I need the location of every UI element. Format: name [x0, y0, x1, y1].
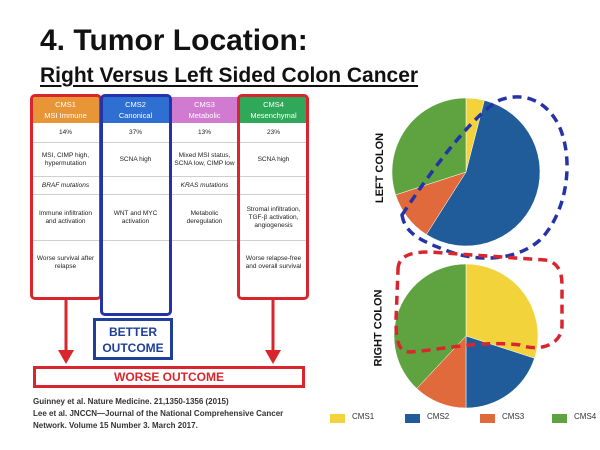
slide-subtitle: Right Versus Left Sided Colon Cancer	[40, 64, 419, 87]
right-pie-slice-cms2	[465, 335, 535, 409]
right-pie-slice-cms1	[465, 263, 539, 359]
cms3-percent: 13%	[171, 123, 238, 143]
cms3-pathway: Metabolic deregulation	[171, 195, 238, 241]
legend-swatch-cms1	[330, 414, 345, 423]
citation-line-2: Lee et al. JNCCN—Journal of the National…	[33, 409, 284, 418]
cms1-pathway: Immune infiltration and activation	[32, 195, 99, 241]
legend-label-cms1: CMS1	[352, 412, 375, 421]
cms3-subname: Metabolic	[188, 111, 221, 120]
cms-subtype-table: CMS1 MSI Immune 14% MSI, CIMP high, hype…	[30, 97, 308, 297]
legend-label-cms2: CMS2	[427, 412, 450, 421]
cms1-subname: MSI Immune	[44, 111, 87, 120]
left-colon-pie	[391, 97, 541, 247]
cms4-pathway: Stromal infiltration, TGF-β activation, …	[240, 195, 307, 241]
cms4-features: SCNA high	[240, 143, 307, 177]
cms4-mutation	[240, 177, 307, 195]
right-pie-slice-cms4	[393, 263, 467, 389]
cms1-header: CMS1 MSI Immune	[32, 97, 99, 123]
cms3-name: CMS3	[194, 100, 215, 109]
cms4-highlight-frame	[237, 94, 309, 300]
legend-label-cms4: CMS4	[574, 412, 597, 421]
left-pie-slice-cms2	[426, 100, 541, 247]
citation-line-1: Guinney et al. Nature Medicine. 21,1350-…	[33, 397, 229, 406]
cms4-survival: Worse relapse-free and overall survival	[245, 255, 302, 270]
cms1-column: CMS1 MSI Immune 14% MSI, CIMP high, hype…	[32, 97, 99, 297]
cms2-highlight-frame	[100, 94, 172, 316]
cms4-header: CMS4 Mesenchymal	[240, 97, 307, 123]
better-outcome-box: BETTER OUTCOME	[93, 318, 173, 360]
cms4-percent: 23%	[240, 123, 307, 143]
legend-swatch-cms4	[552, 414, 567, 423]
cms2-mutation	[102, 177, 169, 195]
cms3-header: CMS3 Metabolic	[171, 97, 238, 123]
cms4-column: CMS4 Mesenchymal 23% SCNA high Stromal i…	[240, 97, 307, 297]
cms2-column: CMS2 Canonical 37% SCNA high WNT and MYC…	[102, 97, 169, 297]
pie-legend: CMS1 CMS2 CMS3 CMS4	[330, 411, 597, 427]
cms2-pathway: WNT and MYC activation	[102, 195, 169, 241]
cms4-name: CMS4	[263, 100, 284, 109]
cms1-features: MSI, CIMP high, hypermutation	[32, 143, 99, 177]
cms4-arrowhead	[265, 350, 281, 364]
cms1-name: CMS1	[55, 100, 76, 109]
cms3-features: Mixed MSI status, SCNA low, CIMP low	[171, 143, 238, 177]
cms3-column: CMS3 Metabolic 13% Mixed MSI status, SCN…	[171, 97, 238, 297]
legend-label-cms3: CMS3	[502, 412, 525, 421]
legend-swatch-cms2	[405, 414, 420, 423]
right-colon-pie	[393, 263, 539, 409]
cms3-mutation: KRAS mutations	[171, 177, 238, 195]
slide-title: 4. Tumor Location:	[40, 24, 308, 57]
cms2-percent: 37%	[102, 123, 169, 143]
cms1-arrowhead	[58, 350, 74, 364]
cms2-subname: Canonical	[118, 111, 153, 120]
worse-outcome-bar: WORSE OUTCOME	[33, 366, 305, 388]
left-pie-slice-cms4	[391, 97, 467, 196]
citation-line-3: Network. Volume 15 Number 3. March 2017.	[33, 421, 198, 430]
cms2-name: CMS2	[125, 100, 146, 109]
legend-swatch-cms3	[480, 414, 495, 423]
cms2-features: SCNA high	[102, 143, 169, 177]
cms4-subname: Mesenchymal	[250, 111, 297, 120]
cms2-header: CMS2 Canonical	[102, 97, 169, 123]
cms1-survival: Worse survival after relapse	[36, 255, 95, 270]
cms1-percent: 14%	[32, 123, 99, 143]
cms1-mutation: BRAF mutations	[32, 177, 99, 195]
right-top-dashed-highlight	[394, 250, 564, 354]
